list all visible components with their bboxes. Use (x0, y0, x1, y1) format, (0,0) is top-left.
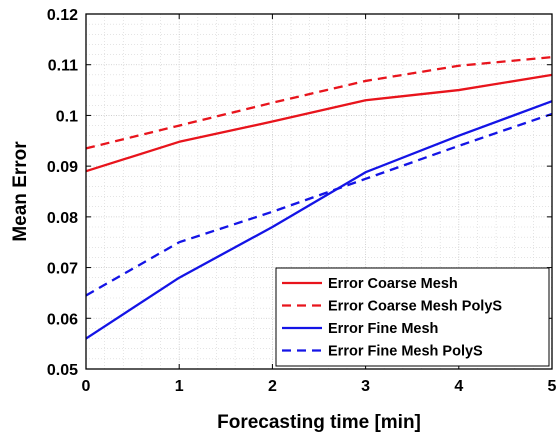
series-layer (85, 55, 553, 340)
x-tick-label: 5 (548, 378, 556, 395)
y-tick-label: 0.11 (48, 58, 78, 75)
y-tick-label: 0.07 (47, 261, 78, 278)
series-line-error-coarse-mesh (85, 73, 553, 173)
x-tick-label: 4 (454, 378, 463, 395)
y-tick-labels: 0.05 0.06 0.07 0.08 0.09 0.1 0.11 0.12 (47, 7, 78, 379)
legend-entry-label: Error Fine Mesh PolyS (328, 344, 483, 360)
axes-frame (85, 13, 553, 370)
y-tick-label: 0.08 (47, 210, 78, 227)
x-tick-labels: 0 1 2 3 4 5 (82, 378, 556, 395)
x-tick-label: 2 (268, 378, 277, 395)
minor-grid (86, 14, 552, 369)
legend-entry-label: Error Fine Mesh (328, 321, 438, 337)
y-tick-label: 0.12 (47, 7, 78, 24)
legend-box (275, 267, 550, 367)
x-axis-label: Forecasting time [min] (217, 412, 421, 433)
y-axis-label: Mean Error (10, 141, 31, 242)
y-tick-label: 0.06 (47, 311, 78, 328)
y-tick-label: 0.09 (47, 159, 78, 176)
x-tick-label: 0 (82, 378, 91, 395)
legend-entry-label: Error Coarse Mesh PolyS (328, 299, 502, 315)
x-tick-label: 3 (361, 378, 370, 395)
legend: Error Coarse Mesh Error Coarse Mesh PolyS… (275, 267, 550, 367)
y-tick-label: 0.05 (47, 362, 78, 379)
y-tick-label: 0.1 (56, 108, 78, 125)
series-line-error-coarse-mesh-polys (85, 55, 553, 150)
series-line-error-fine-mesh (85, 100, 553, 340)
legend-entry-label: Error Coarse Mesh (328, 276, 458, 292)
tick-marks (85, 13, 553, 370)
x-tick-label: 1 (175, 378, 184, 395)
